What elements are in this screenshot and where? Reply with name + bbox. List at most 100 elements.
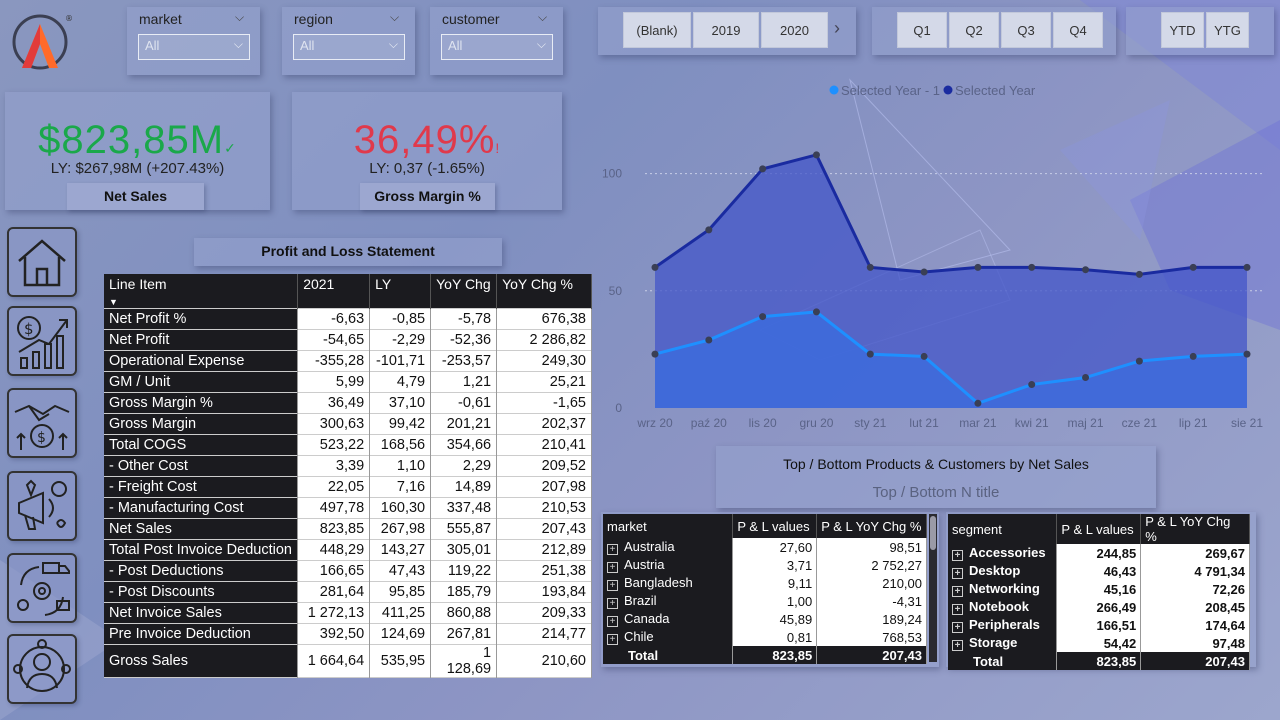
expand-icon[interactable]: + (952, 622, 963, 633)
pl-row[interactable]: Total Post Invoice Deduction 448,29 143,27… (104, 540, 592, 561)
filter-region-title: region (294, 11, 333, 27)
segment-header[interactable]: segment (948, 514, 1057, 544)
year-button-2019[interactable]: 2019 (693, 12, 759, 48)
data-point (652, 264, 659, 271)
expand-icon[interactable]: + (607, 634, 618, 645)
pl-header-yoy-chg-pct[interactable]: YoY Chg % (497, 274, 592, 309)
market-row[interactable]: + Australia 27,60 98,51 (603, 538, 927, 556)
legend-label: Selected Year (955, 83, 1036, 98)
pl-row[interactable]: - Post Discounts 281,64 95,85 185,79 193,84 (104, 582, 592, 603)
chevron-down-icon[interactable]: ⌵ (235, 10, 244, 25)
segment-row[interactable]: + Accessories 244,85 269,67 (948, 544, 1250, 562)
filter-market-select[interactable]: All ⌵ (138, 34, 250, 60)
expand-icon[interactable]: + (607, 616, 618, 627)
pl-row[interactable]: Net Sales 823,85 267,98 555,87 207,43 (104, 519, 592, 540)
market-header-values[interactable]: P & L values (733, 514, 817, 538)
expand-icon[interactable]: + (607, 562, 618, 573)
x-tick-label: sty 21 (854, 416, 886, 430)
pl-row[interactable]: Pre Invoice Deduction 392,50 124,69 267,81 2… (104, 624, 592, 645)
pl-row[interactable]: Net Profit % -6,63 -0,85 -5,78 676,38 (104, 309, 592, 330)
pl-cell: 300,63 (298, 414, 370, 435)
pl-line-item: - Post Deductions (104, 561, 298, 582)
pl-cell: 209,33 (497, 603, 592, 624)
chevron-right-icon[interactable]: › (834, 18, 840, 39)
data-point (921, 269, 928, 276)
market-row[interactable]: + Canada 45,89 189,24 (603, 610, 927, 628)
market-row[interactable]: + Brazil 1,00 -4,31 (603, 592, 927, 610)
scrollbar-thumb[interactable] (930, 516, 936, 550)
filter-region-select[interactable]: All ⌵ (293, 34, 405, 60)
expand-icon[interactable]: + (607, 544, 618, 555)
nav-home[interactable] (7, 227, 77, 297)
segment-row[interactable]: + Networking 45,16 72,26 (948, 580, 1250, 598)
year-button-blank[interactable]: (Blank) (623, 12, 691, 48)
quarter-button-q3[interactable]: Q3 (1001, 12, 1051, 48)
pl-row[interactable]: GM / Unit 5,99 4,79 1,21 25,21 (104, 372, 592, 393)
pl-row[interactable]: - Manufacturing Cost 497,78 160,30 337,48 21… (104, 498, 592, 519)
segment-value: 46,43 (1057, 562, 1141, 580)
expand-icon[interactable]: + (952, 640, 963, 651)
period-button-ytg[interactable]: YTG (1206, 12, 1249, 48)
net-sales-ly: LY: $267,98M (+207.43%) (5, 160, 270, 177)
legend-label: Selected Year - 1 (841, 83, 940, 98)
filter-region-panel: region ⌵ All ⌵ (282, 7, 415, 75)
filter-customer-value: All (448, 38, 462, 53)
pl-header-label: Line Item (109, 276, 167, 292)
pl-header-ly[interactable]: LY (370, 274, 431, 309)
quarter-button-q4[interactable]: Q4 (1053, 12, 1103, 48)
pl-row[interactable]: - Other Cost 3,39 1,10 2,29 209,52 (104, 456, 592, 477)
segment-row[interactable]: + Desktop 46,43 4 791,34 (948, 562, 1250, 580)
expand-icon[interactable]: + (952, 586, 963, 597)
chevron-down-icon[interactable]: ⌵ (390, 10, 399, 25)
pl-row[interactable]: Total COGS 523,22 168,56 354,66 210,41 (104, 435, 592, 456)
nav-supply-chain[interactable] (7, 553, 77, 623)
pl-row[interactable]: - Freight Cost 22,05 7,16 14,89 207,98 (104, 477, 592, 498)
filter-customer-select[interactable]: All ⌵ (441, 34, 553, 60)
pl-header-2021[interactable]: 2021 (298, 274, 370, 309)
pl-cell: 2 286,82 (497, 330, 592, 351)
segment-header-values[interactable]: P & L values (1057, 514, 1141, 544)
market-row[interactable]: + Bangladesh 9,11 210,00 (603, 574, 927, 592)
pl-cell: 143,27 (370, 540, 431, 561)
pl-row[interactable]: Net Profit -54,65 -2,29 -52,36 2 286,82 (104, 330, 592, 351)
nav-finance[interactable]: $ (7, 306, 77, 376)
pl-row[interactable]: Gross Margin % 36,49 37,10 -0,61 -1,65 (104, 393, 592, 414)
pl-header-yoy-chg[interactable]: YoY Chg (431, 274, 497, 309)
expand-icon[interactable]: + (607, 598, 618, 609)
segment-header-yoy[interactable]: P & L YoY Chg % (1141, 514, 1250, 544)
year-button-2020[interactable]: 2020 (761, 12, 828, 48)
market-table-scrollbar[interactable] (929, 514, 937, 662)
expand-icon[interactable]: + (952, 604, 963, 615)
pl-row[interactable]: Gross Margin 300,63 99,42 201,21 202,37 (104, 414, 592, 435)
market-row[interactable]: + Austria 3,71 2 752,27 (603, 556, 927, 574)
pl-cell: 160,30 (370, 498, 431, 519)
pl-cell: 124,69 (370, 624, 431, 645)
market-header[interactable]: market (603, 514, 733, 538)
expand-icon[interactable]: + (952, 550, 963, 561)
x-tick-label: maj 21 (1068, 416, 1104, 430)
nav-marketing[interactable] (7, 471, 77, 541)
pl-row[interactable]: Operational Expense -355,28 -101,71 -253,57… (104, 351, 592, 372)
segment-row[interactable]: + Notebook 266,49 208,45 (948, 598, 1250, 616)
expand-icon[interactable]: + (607, 580, 618, 591)
pl-cell: 2,29 (431, 456, 497, 477)
market-header-yoy[interactable]: P & L YoY Chg % (817, 514, 927, 538)
pl-table: Line Item ▼ 2021 LY YoY Chg YoY Chg % Net… (104, 274, 592, 678)
pl-row[interactable]: Net Invoice Sales 1 272,13 411,25 860,88 209… (104, 603, 592, 624)
segment-row[interactable]: + Storage 54,42 97,48 (948, 634, 1250, 652)
nav-deals[interactable]: $ (7, 388, 77, 458)
pl-row[interactable]: Gross Sales 1 664,64 535,95 1 128,69 210,60 (104, 645, 592, 678)
market-row[interactable]: + Chile 0,81 768,53 (603, 628, 927, 646)
pl-header-line-item[interactable]: Line Item ▼ (104, 274, 298, 309)
expand-icon[interactable]: + (952, 568, 963, 579)
pl-row[interactable]: - Post Deductions 166,65 47,43 119,22 251,38 (104, 561, 592, 582)
quarter-button-q2[interactable]: Q2 (949, 12, 999, 48)
pl-cell: 210,41 (497, 435, 592, 456)
chevron-down-icon[interactable]: ⌵ (538, 10, 547, 25)
quarter-button-q1[interactable]: Q1 (897, 12, 947, 48)
nav-executive[interactable] (7, 634, 77, 704)
pl-cell: 119,22 (431, 561, 497, 582)
pl-line-item: Gross Sales (104, 645, 298, 678)
segment-row[interactable]: + Peripherals 166,51 174,64 (948, 616, 1250, 634)
period-button-ytd[interactable]: YTD (1161, 12, 1204, 48)
